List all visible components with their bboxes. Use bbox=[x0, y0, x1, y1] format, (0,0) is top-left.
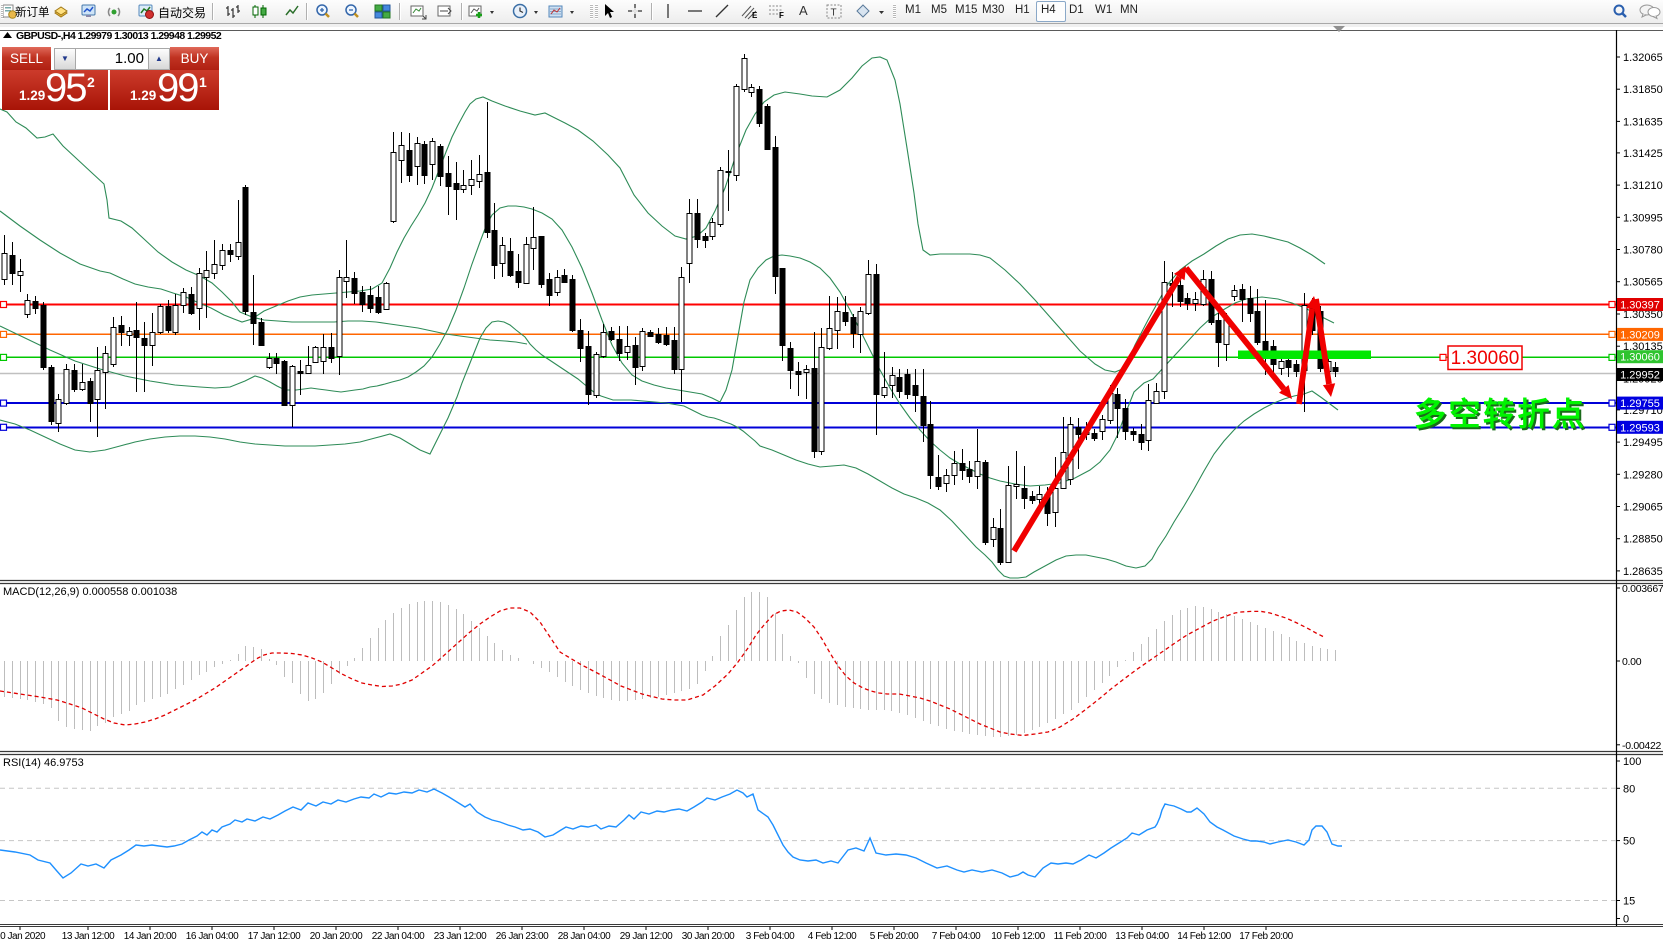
svg-text:14 Jan 20:00: 14 Jan 20:00 bbox=[124, 931, 177, 942]
svg-text:1.32065: 1.32065 bbox=[1623, 52, 1663, 64]
svg-text:T: T bbox=[831, 8, 837, 19]
svg-text:RSI(14) 46.9753: RSI(14) 46.9753 bbox=[3, 757, 84, 769]
svg-text:15: 15 bbox=[1623, 896, 1635, 908]
svg-text:1.31850: 1.31850 bbox=[1623, 84, 1663, 96]
svg-text:28 Jan 04:00: 28 Jan 04:00 bbox=[558, 931, 611, 942]
svg-text:23 Jan 12:00: 23 Jan 12:00 bbox=[434, 931, 487, 942]
svg-text:13 Jan 12:00: 13 Jan 12:00 bbox=[62, 931, 115, 942]
svg-text:30 Jan 20:00: 30 Jan 20:00 bbox=[682, 931, 735, 942]
svg-text:16 Jan 04:00: 16 Jan 04:00 bbox=[186, 931, 239, 942]
svg-text:0: 0 bbox=[1623, 914, 1629, 926]
svg-text:1.29280: 1.29280 bbox=[1623, 469, 1663, 481]
svg-text:1.30565: 1.30565 bbox=[1623, 277, 1663, 289]
svg-text:1.29755: 1.29755 bbox=[1620, 398, 1660, 410]
svg-text:17 Jan 12:00: 17 Jan 12:00 bbox=[248, 931, 301, 942]
svg-text:20 Jan 20:00: 20 Jan 20:00 bbox=[310, 931, 363, 942]
svg-text:80: 80 bbox=[1623, 783, 1635, 795]
svg-text:1.31210: 1.31210 bbox=[1623, 180, 1663, 192]
svg-text:1.30780: 1.30780 bbox=[1623, 245, 1663, 257]
svg-text:E: E bbox=[752, 11, 758, 20]
svg-text:4 Feb 12:00: 4 Feb 12:00 bbox=[808, 931, 857, 942]
svg-text:MACD(12,26,9) 0.000558 0.00103: MACD(12,26,9) 0.000558 0.001038 bbox=[3, 586, 177, 598]
svg-text:1.30995: 1.30995 bbox=[1623, 212, 1663, 224]
svg-text:1.28850: 1.28850 bbox=[1623, 534, 1663, 546]
svg-text:29 Jan 12:00: 29 Jan 12:00 bbox=[620, 931, 673, 942]
svg-text:1.30397: 1.30397 bbox=[1620, 300, 1660, 312]
svg-text:26 Jan 23:00: 26 Jan 23:00 bbox=[496, 931, 549, 942]
svg-text:11 Feb 20:00: 11 Feb 20:00 bbox=[1054, 931, 1108, 942]
svg-text:1.29495: 1.29495 bbox=[1623, 437, 1663, 449]
svg-text:3 Feb 04:00: 3 Feb 04:00 bbox=[746, 931, 795, 942]
svg-text:-0.00422: -0.00422 bbox=[1622, 740, 1662, 752]
svg-text:14 Feb 12:00: 14 Feb 12:00 bbox=[1177, 931, 1231, 942]
svg-text:1.28635: 1.28635 bbox=[1623, 566, 1663, 578]
svg-text:13 Feb 04:00: 13 Feb 04:00 bbox=[1115, 931, 1169, 942]
svg-text:多空转折点: 多空转折点 bbox=[1414, 396, 1587, 432]
svg-text:1.31425: 1.31425 bbox=[1623, 148, 1663, 160]
svg-text:1.30209: 1.30209 bbox=[1620, 329, 1660, 341]
svg-text:1.30060: 1.30060 bbox=[1451, 348, 1520, 369]
svg-text:17 Feb 20:00: 17 Feb 20:00 bbox=[1239, 931, 1293, 942]
svg-text:1.29593: 1.29593 bbox=[1620, 422, 1660, 434]
svg-text:多空转折点: 多空转折点 bbox=[1416, 398, 1589, 434]
svg-text:0.00: 0.00 bbox=[1622, 656, 1642, 668]
svg-text:5 Feb 20:00: 5 Feb 20:00 bbox=[870, 931, 919, 942]
svg-text:1.30060: 1.30060 bbox=[1620, 352, 1660, 364]
svg-text:1.29065: 1.29065 bbox=[1623, 502, 1663, 514]
svg-text:7 Feb 04:00: 7 Feb 04:00 bbox=[932, 931, 981, 942]
svg-text:22 Jan 04:00: 22 Jan 04:00 bbox=[372, 931, 425, 942]
svg-text:1.30350: 1.30350 bbox=[1623, 309, 1663, 321]
svg-text:1.31635: 1.31635 bbox=[1623, 116, 1663, 128]
svg-text:GBPUSD-,H4 1.29979 1.30013 1.: GBPUSD-,H4 1.29979 1.30013 1.29948 1.299… bbox=[16, 30, 222, 42]
svg-text:50: 50 bbox=[1623, 836, 1635, 848]
svg-text:10 Jan 2020: 10 Jan 2020 bbox=[0, 931, 46, 942]
svg-text:10 Feb 12:00: 10 Feb 12:00 bbox=[991, 931, 1045, 942]
svg-text:1.29952: 1.29952 bbox=[1620, 370, 1660, 382]
svg-text:0.003667: 0.003667 bbox=[1622, 583, 1663, 595]
svg-text:F: F bbox=[779, 11, 784, 20]
svg-text:100: 100 bbox=[1623, 756, 1641, 768]
